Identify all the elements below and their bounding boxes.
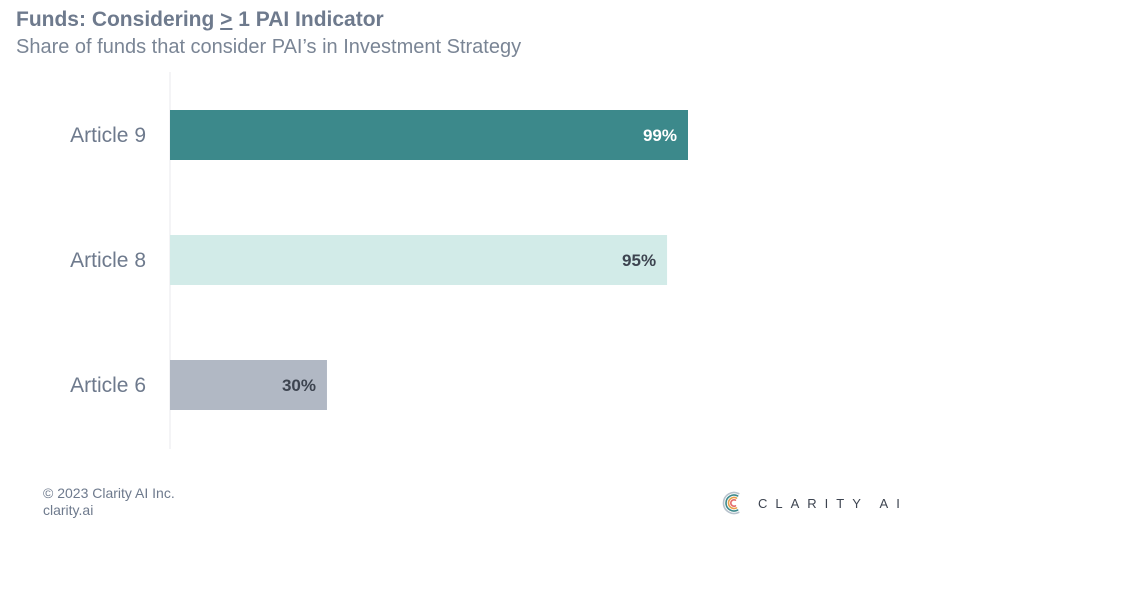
category-label: Article 6 — [70, 374, 146, 397]
bar-chart: Article 9 99% Article 8 95% Article 6 30% — [70, 72, 688, 449]
chart-subtitle: Share of funds that consider PAI’s in In… — [16, 36, 522, 58]
data-label: 99% — [643, 126, 677, 145]
site-link: clarity.ai — [43, 502, 94, 518]
data-label: 30% — [282, 376, 316, 395]
copyright-text: © 2023 Clarity AI Inc. — [43, 485, 175, 501]
brand-logo: CLARITY AI — [722, 490, 908, 516]
title-suffix: 1 PAI Indicator — [232, 8, 384, 31]
bar — [170, 110, 688, 160]
category-label: Article 8 — [70, 249, 146, 272]
brand-name: CLARITY AI — [758, 495, 908, 511]
title-prefix: Funds: Considering — [16, 8, 221, 31]
bar — [170, 360, 327, 410]
title-symbol: > — [220, 8, 233, 31]
category-label: Article 9 — [70, 124, 146, 147]
bars-group: Article 9 99% Article 8 95% Article 6 30% — [70, 110, 688, 410]
clarity-ai-logo-icon — [722, 491, 740, 515]
footer: © 2023 Clarity AI Inc. clarity.ai — [43, 485, 175, 519]
bar — [170, 235, 668, 285]
chart-title: Funds: Considering > 1 PAI Indicator — [16, 8, 384, 32]
data-label: 95% — [622, 251, 656, 270]
